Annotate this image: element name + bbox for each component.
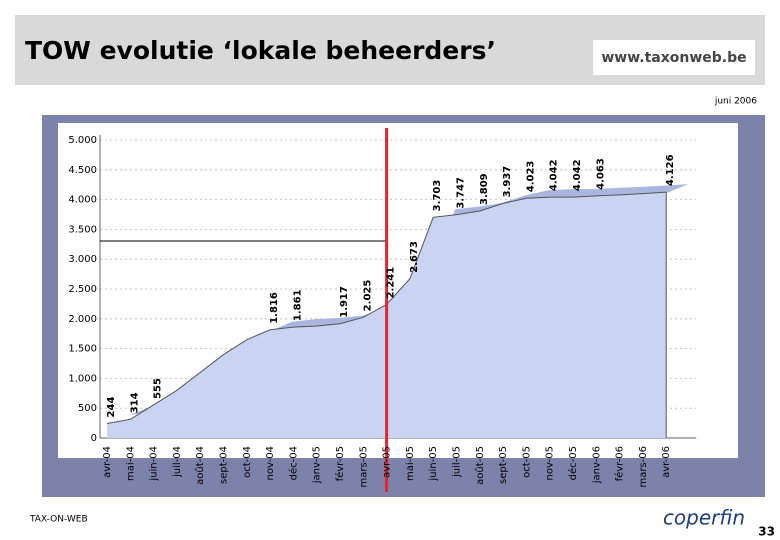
data-label: 1.861 xyxy=(292,289,303,321)
y-tick-label: 4.000 xyxy=(68,195,97,206)
x-tick-label: mai-04 xyxy=(125,446,136,481)
x-tick-label: juin-04 xyxy=(149,446,160,482)
data-label: 2.673 xyxy=(409,241,420,273)
y-tick-label: 1.500 xyxy=(68,344,97,355)
footer-left: TAX-ON-WEB xyxy=(29,515,88,525)
y-tick-label: 5.000 xyxy=(68,135,97,146)
x-tick-label: déc-05 xyxy=(567,446,579,480)
data-label: 244 xyxy=(106,397,117,418)
x-tick-label: oct-05 xyxy=(521,446,532,478)
x-tick-label: août-04 xyxy=(194,446,206,485)
x-tick-label: avr-05 xyxy=(382,446,393,478)
data-label: 3.809 xyxy=(479,173,490,205)
data-label: 1.917 xyxy=(339,286,350,318)
data-label: 2.025 xyxy=(362,280,373,312)
page-number: 33 xyxy=(758,525,775,539)
x-tick-label: oct-04 xyxy=(242,446,253,478)
y-tick-label: 2.500 xyxy=(68,284,97,295)
x-tick-label: juil-05 xyxy=(452,446,463,478)
x-tick-label: juin-05 xyxy=(428,446,439,482)
logo-box xyxy=(593,40,755,75)
x-tick-label: juil-04 xyxy=(172,446,183,478)
x-tick-label: janv-06 xyxy=(591,446,602,484)
x-tick-label: janv-05 xyxy=(312,446,323,484)
date: juni 2006 xyxy=(714,97,757,107)
x-tick-label: déc-04 xyxy=(287,446,299,480)
x-tick-label: avr-06 xyxy=(661,446,672,478)
y-tick-label: 2.000 xyxy=(68,314,97,325)
data-label: 1.816 xyxy=(269,292,280,324)
x-tick-label: mars-06 xyxy=(638,446,649,488)
x-tick-label: août-05 xyxy=(474,446,486,485)
x-tick-label: nov-04 xyxy=(265,446,276,480)
y-tick-label: 4.500 xyxy=(68,165,97,176)
x-tick-label: sept-04 xyxy=(219,446,230,484)
data-label: 3.703 xyxy=(432,180,443,212)
logo: www.taxonweb.be xyxy=(601,50,746,66)
slide-title: TOW evolutie ‘lokale beheerders’ xyxy=(25,36,496,65)
x-tick-label: nov-05 xyxy=(545,446,556,480)
data-label: 2.241 xyxy=(386,267,397,299)
data-label: 3.747 xyxy=(456,177,467,209)
y-tick-label: 0 xyxy=(91,433,97,444)
data-label: 3.937 xyxy=(502,166,513,198)
x-tick-label: mars-05 xyxy=(358,446,369,488)
x-tick-label: févr-06 xyxy=(614,446,626,481)
data-label: 314 xyxy=(129,392,140,413)
y-tick-label: 3.500 xyxy=(68,224,97,235)
data-label: 4.063 xyxy=(595,158,606,190)
x-tick-label: avr-04 xyxy=(102,446,113,478)
data-label: 4.042 xyxy=(572,159,583,191)
x-tick-label: mai-05 xyxy=(405,446,416,481)
data-label: 4.126 xyxy=(665,154,676,186)
y-tick-label: 500 xyxy=(78,403,97,414)
x-tick-label: févr-05 xyxy=(334,446,346,481)
y-tick-label: 1.000 xyxy=(68,373,97,384)
data-label: 4.023 xyxy=(525,161,536,193)
data-label: 555 xyxy=(153,378,164,399)
footer-logo: coperfin xyxy=(663,506,745,530)
data-label: 4.042 xyxy=(549,159,560,191)
x-tick-label: sept-05 xyxy=(498,446,509,484)
y-tick-label: 3.000 xyxy=(68,254,97,265)
